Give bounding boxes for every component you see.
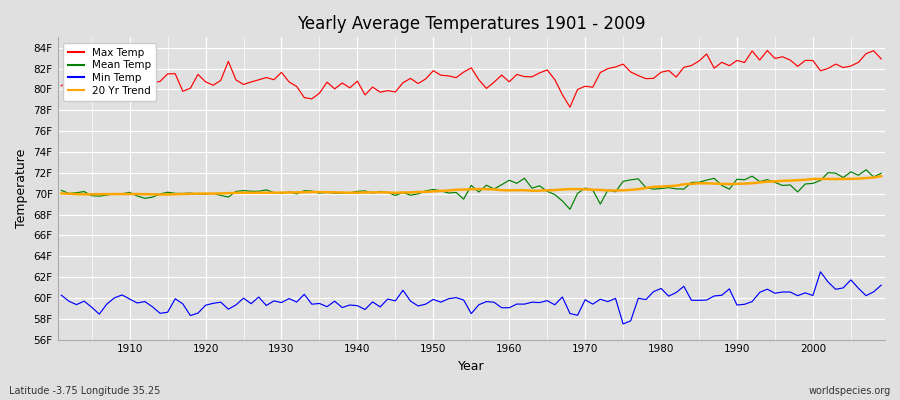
Legend: Max Temp, Mean Temp, Min Temp, 20 Yr Trend: Max Temp, Mean Temp, Min Temp, 20 Yr Tre…: [63, 42, 157, 101]
Y-axis label: Temperature: Temperature: [15, 149, 28, 228]
Text: Latitude -3.75 Longitude 35.25: Latitude -3.75 Longitude 35.25: [9, 386, 160, 396]
Title: Yearly Average Temperatures 1901 - 2009: Yearly Average Temperatures 1901 - 2009: [297, 15, 645, 33]
X-axis label: Year: Year: [458, 360, 484, 373]
Text: worldspecies.org: worldspecies.org: [809, 386, 891, 396]
